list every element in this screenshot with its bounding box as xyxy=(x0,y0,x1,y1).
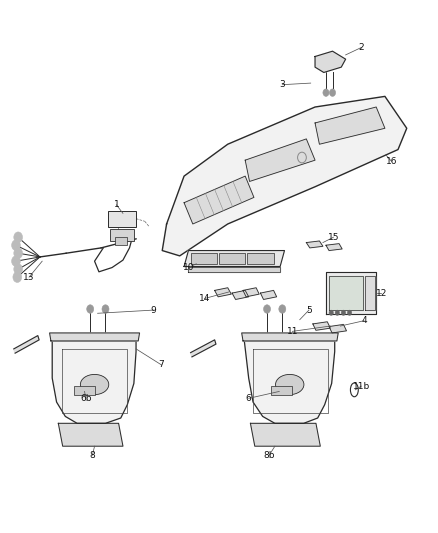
Polygon shape xyxy=(244,341,335,423)
Polygon shape xyxy=(191,340,216,357)
Text: 11b: 11b xyxy=(353,382,370,391)
Circle shape xyxy=(14,248,22,259)
Bar xyxy=(115,237,127,245)
Polygon shape xyxy=(313,322,330,330)
Text: 7: 7 xyxy=(159,360,164,369)
Polygon shape xyxy=(162,96,407,256)
Text: 9: 9 xyxy=(151,305,156,314)
Polygon shape xyxy=(49,333,140,341)
Bar xyxy=(108,211,136,227)
Circle shape xyxy=(341,310,346,316)
Polygon shape xyxy=(232,290,249,300)
Polygon shape xyxy=(243,288,259,297)
Text: 12: 12 xyxy=(376,288,387,297)
Polygon shape xyxy=(184,251,285,266)
Circle shape xyxy=(323,89,329,96)
Text: 10: 10 xyxy=(183,263,194,272)
Text: 14: 14 xyxy=(199,294,211,303)
Circle shape xyxy=(264,305,271,313)
Bar xyxy=(272,385,292,395)
Text: 2: 2 xyxy=(359,43,364,52)
Polygon shape xyxy=(14,336,39,353)
Polygon shape xyxy=(188,266,280,272)
Circle shape xyxy=(102,305,109,313)
Circle shape xyxy=(335,310,339,316)
Text: 5: 5 xyxy=(306,305,312,314)
Polygon shape xyxy=(58,423,123,446)
Text: 3: 3 xyxy=(279,80,285,89)
Text: 15: 15 xyxy=(328,233,339,242)
Polygon shape xyxy=(251,423,320,446)
Text: 6b: 6b xyxy=(80,394,92,403)
Polygon shape xyxy=(306,241,323,248)
Polygon shape xyxy=(326,272,376,314)
Polygon shape xyxy=(326,244,342,251)
Polygon shape xyxy=(52,341,136,423)
Circle shape xyxy=(12,256,20,266)
Text: 13: 13 xyxy=(23,273,35,281)
Circle shape xyxy=(14,264,22,274)
Circle shape xyxy=(329,89,336,96)
Bar xyxy=(219,253,245,264)
Text: 1: 1 xyxy=(113,200,119,209)
Polygon shape xyxy=(315,107,385,144)
Circle shape xyxy=(87,305,94,313)
Text: 11: 11 xyxy=(286,327,298,336)
Circle shape xyxy=(279,305,286,313)
Text: 4: 4 xyxy=(361,316,367,325)
Polygon shape xyxy=(245,139,315,181)
Polygon shape xyxy=(329,325,346,333)
Ellipse shape xyxy=(276,374,304,394)
Polygon shape xyxy=(261,290,277,300)
Polygon shape xyxy=(215,288,231,297)
Circle shape xyxy=(12,240,20,251)
Text: 6: 6 xyxy=(246,394,251,403)
Circle shape xyxy=(14,232,22,243)
Circle shape xyxy=(347,310,352,316)
Polygon shape xyxy=(315,51,346,72)
Circle shape xyxy=(13,272,21,282)
Polygon shape xyxy=(329,276,363,310)
Bar xyxy=(74,385,95,395)
Circle shape xyxy=(329,310,333,316)
Text: 16: 16 xyxy=(386,157,397,166)
Bar xyxy=(191,253,217,264)
Polygon shape xyxy=(365,276,375,310)
Text: 8b: 8b xyxy=(264,451,275,460)
Bar xyxy=(247,253,274,264)
Bar xyxy=(110,229,134,241)
Polygon shape xyxy=(242,333,338,341)
Polygon shape xyxy=(184,176,254,224)
Text: 8: 8 xyxy=(89,451,95,460)
Ellipse shape xyxy=(81,374,109,394)
